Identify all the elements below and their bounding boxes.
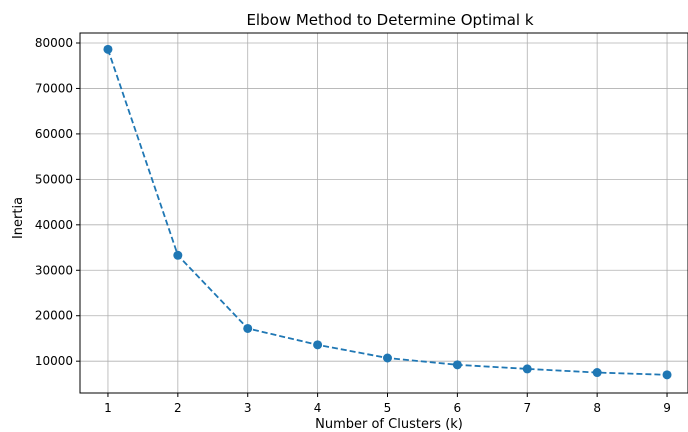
x-tick-label: 1: [104, 401, 112, 415]
x-tick-label: 2: [174, 401, 182, 415]
data-point: [382, 353, 392, 363]
x-tick-label: 9: [663, 401, 671, 415]
data-point: [103, 44, 113, 54]
chart-title: Elbow Method to Determine Optimal k: [246, 11, 533, 29]
x-tick-label: 4: [314, 401, 322, 415]
data-point: [662, 370, 672, 380]
data-point: [173, 250, 183, 260]
x-axis-ticks: 1 2 3 4 5 6 7 8 9: [104, 393, 671, 415]
y-tick-label: 10000: [35, 354, 73, 368]
x-tick-label: 3: [244, 401, 252, 415]
x-tick-label: 6: [454, 401, 462, 415]
plot-frame: [79, 32, 688, 394]
x-tick-label: 5: [384, 401, 392, 415]
y-tick-label: 70000: [35, 81, 73, 95]
data-point: [592, 368, 602, 378]
data-point: [522, 364, 532, 374]
data-point: [313, 340, 323, 350]
y-axis-ticks: 10000 20000 30000 40000 50000 60000 70000 80000: [35, 36, 80, 368]
series-layer: [103, 44, 672, 380]
y-tick-label: 80000: [35, 36, 73, 50]
grid: [80, 33, 688, 393]
x-tick-label: 7: [523, 401, 531, 415]
x-axis-label: Number of Clusters (k): [315, 417, 463, 432]
y-axis-label: Inertia: [11, 197, 26, 239]
y-tick-label: 60000: [35, 127, 73, 141]
y-tick-label: 40000: [35, 218, 73, 232]
y-tick-label: 30000: [35, 263, 73, 277]
y-tick-label: 20000: [35, 309, 73, 323]
data-point: [452, 360, 462, 370]
x-tick-label: 8: [593, 401, 601, 415]
y-tick-label: 50000: [35, 172, 73, 186]
data-point: [243, 323, 253, 333]
